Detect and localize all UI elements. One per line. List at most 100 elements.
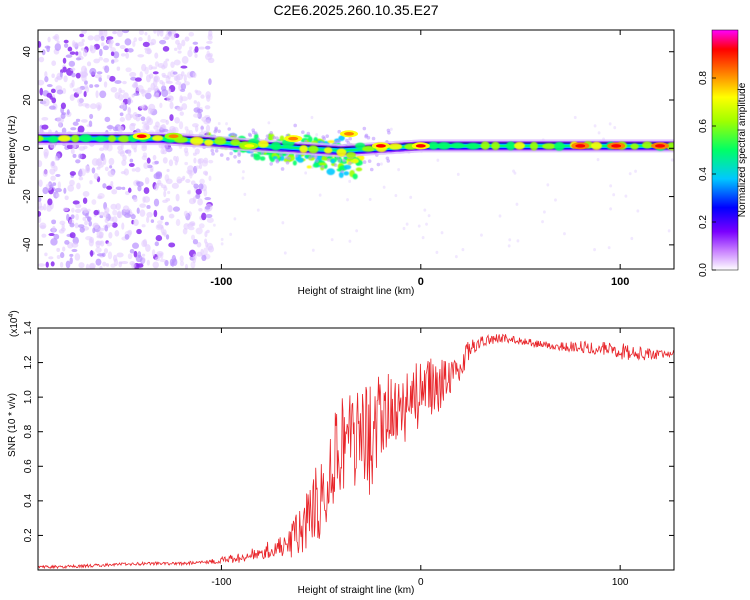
heatmap-noise-speck	[162, 199, 168, 203]
heatmap-noise-speck	[96, 235, 104, 239]
heatmap-noise-speck	[198, 183, 204, 190]
heatmap-y-tick-label: -20	[22, 189, 33, 204]
heatmap-noise-speck	[88, 262, 96, 269]
heatmap-noise-speck	[192, 152, 197, 156]
heatmap-fringe-blob	[279, 153, 283, 157]
heatmap-noise-speck	[155, 235, 163, 242]
heatmap-noise-speck	[115, 42, 120, 47]
heatmap-noise-speck	[554, 198, 557, 202]
heatmap-noise-speck	[98, 56, 104, 61]
snr-multiplier-exponent: 4	[8, 314, 15, 318]
heatmap-noise-speck	[63, 43, 69, 48]
heatmap-noise-speck	[116, 252, 124, 258]
heatmap-noise-speck	[141, 145, 147, 152]
heatmap-ridge-bead	[450, 142, 465, 149]
heatmap-noise-speck	[195, 193, 201, 200]
heatmap-noise-speck	[95, 247, 102, 253]
heatmap-noise-speck	[310, 165, 314, 169]
heatmap-fringe-blob	[322, 136, 326, 141]
heatmap-noise-speck	[113, 51, 120, 59]
heatmap-noise-speck	[44, 252, 48, 257]
heatmap-noise-speck	[43, 151, 49, 159]
heatmap-fringe-blob	[348, 161, 352, 165]
heatmap-noise-speck	[123, 168, 130, 176]
heatmap-noise-speck	[180, 83, 187, 91]
heatmap-noise-speck	[596, 158, 600, 162]
heatmap-noise-speck	[188, 189, 192, 195]
heatmap-noise-speck	[119, 117, 126, 123]
heatmap-noise-speck	[436, 158, 440, 162]
heatmap-noise-speck	[181, 103, 188, 110]
heatmap-noise-speck	[256, 208, 260, 212]
heatmap-ridge-bead	[345, 151, 356, 158]
heatmap-noise-speck	[188, 31, 195, 37]
heatmap-noise-speck	[179, 111, 184, 116]
heatmap-noise-speck	[206, 40, 213, 44]
heatmap-noise-speck	[164, 221, 169, 226]
heatmap-hot-spot	[288, 136, 299, 141]
heatmap-noise-speck	[165, 33, 170, 40]
heatmap-noise-speck	[148, 73, 154, 79]
heatmap-fringe-blob	[250, 153, 255, 158]
heatmap-noise-speck	[69, 253, 74, 257]
heatmap-noise-speck	[127, 149, 132, 157]
heatmap-noise-speck	[75, 57, 82, 61]
heatmap-noise-speck	[78, 153, 83, 159]
heatmap-noise-speck	[136, 228, 142, 235]
heatmap-noise-speck	[110, 263, 116, 268]
colorbar-tick-label: 0.6	[698, 119, 709, 133]
heatmap-noise-speck	[190, 180, 196, 186]
heatmap-noise-speck	[63, 187, 67, 194]
heatmap-hot-spot	[611, 144, 622, 148]
heatmap-noise-speck	[72, 41, 79, 48]
heatmap-fringe-blob	[229, 132, 234, 137]
heatmap-ridge-bead	[542, 143, 556, 150]
heatmap-noise-speck	[168, 213, 175, 219]
heatmap-noise-speck	[95, 240, 101, 249]
heatmap-noise-speck	[79, 226, 85, 233]
heatmap-fringe-blob	[340, 169, 345, 174]
heatmap-noise-speck	[86, 61, 92, 67]
heatmap-noise-speck	[405, 222, 409, 226]
heatmap-noise-speck	[65, 260, 71, 269]
heatmap-noise-speck	[201, 212, 207, 221]
heatmap-noise-speck	[154, 160, 159, 165]
heatmap-noise-speck	[59, 261, 64, 268]
heatmap-noise-speck	[48, 233, 55, 237]
heatmap-noise-speck	[515, 202, 519, 206]
heatmap-noise-speck	[51, 97, 57, 104]
heatmap-noise-speck	[138, 37, 143, 42]
heatmap-noise-speck	[82, 216, 87, 221]
heatmap-noise-speck	[208, 159, 214, 164]
heatmap-noise-speck	[206, 217, 214, 223]
heatmap-noise-speck	[204, 53, 213, 61]
heatmap-noise-speck	[99, 265, 103, 269]
heatmap-hot-spot	[344, 132, 355, 136]
heatmap-noise-speck	[62, 66, 67, 73]
heatmap-noise-speck	[541, 220, 544, 224]
heatmap-ridge-bead	[57, 135, 71, 142]
heatmap-noise-speck	[119, 112, 124, 117]
heatmap-noise-speck	[170, 32, 176, 40]
heatmap-ridge-bead	[204, 139, 214, 146]
heatmap-noise-speck	[111, 59, 115, 64]
heatmap-fringe-blob	[265, 134, 270, 138]
heatmap-noise-speck	[81, 30, 87, 35]
heatmap-noise-speck	[267, 121, 271, 125]
heatmap-noise-speck	[103, 57, 110, 63]
heatmap-noise-speck	[124, 233, 130, 240]
heatmap-noise-speck	[154, 241, 159, 247]
heatmap-fringe-blob	[237, 151, 241, 155]
heatmap-noise-speck	[178, 121, 184, 130]
heatmap-noise-speck	[175, 155, 179, 163]
heatmap-noise-speck	[168, 204, 173, 213]
snr-x-tick-label: 0	[418, 577, 424, 588]
heatmap-noise-speck	[233, 217, 237, 221]
heatmap-noise-speck	[121, 159, 127, 166]
heatmap-noise-speck	[229, 232, 233, 236]
heatmap-noise-speck	[124, 213, 132, 218]
heatmap-noise-speck	[44, 76, 49, 83]
heatmap-noise-speck	[115, 186, 123, 190]
heatmap-noise-speck	[69, 232, 76, 239]
heatmap-ridge-bead	[362, 145, 375, 152]
